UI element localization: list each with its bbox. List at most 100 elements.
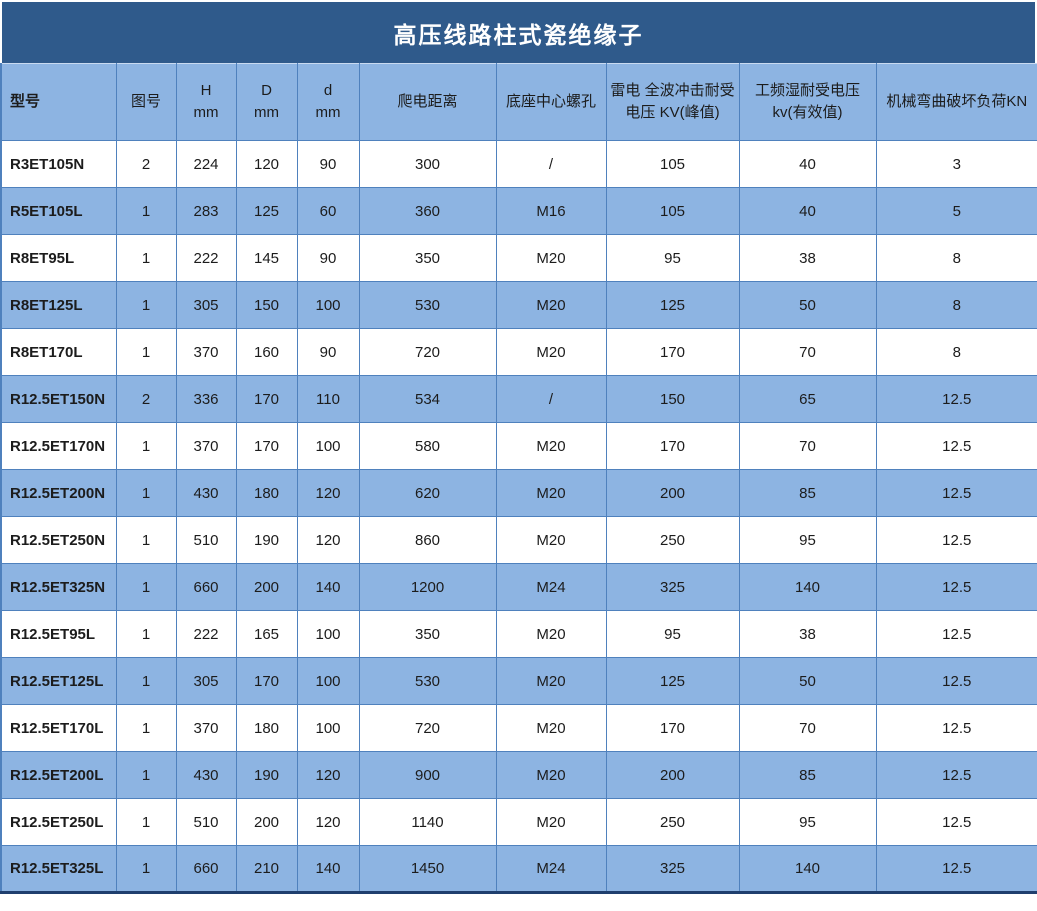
cell-d-upper: 210 [236,846,297,893]
cell-d-lower: 120 [297,517,359,564]
cell-h: 336 [176,376,236,423]
cell-d-upper: 200 [236,799,297,846]
cell-base-hole: M24 [496,846,606,893]
cell-power-freq: 65 [739,376,876,423]
column-header-label: mm [237,102,297,125]
cell-lightning: 105 [606,141,739,188]
cell-figure: 1 [116,235,176,282]
cell-h: 222 [176,235,236,282]
cell-lightning: 200 [606,752,739,799]
cell-d-upper: 180 [236,470,297,517]
cell-creepage: 620 [359,470,496,517]
cell-h: 222 [176,611,236,658]
cell-model: R3ET105N [1,141,116,188]
cell-d-lower: 60 [297,188,359,235]
column-header-label: 雷电 全波冲击耐受 [607,80,739,103]
cell-model: R12.5ET200N [1,470,116,517]
cell-h: 510 [176,517,236,564]
cell-mechanical: 12.5 [876,564,1037,611]
cell-figure: 1 [116,752,176,799]
cell-d-upper: 165 [236,611,297,658]
cell-power-freq: 70 [739,705,876,752]
cell-model: R12.5ET150N [1,376,116,423]
column-header-lightning: 雷电 全波冲击耐受电压 KV(峰值) [606,64,739,141]
cell-lightning: 200 [606,470,739,517]
cell-lightning: 250 [606,799,739,846]
cell-power-freq: 70 [739,423,876,470]
cell-lightning: 170 [606,705,739,752]
cell-h: 370 [176,423,236,470]
cell-figure: 1 [116,799,176,846]
cell-lightning: 125 [606,658,739,705]
cell-power-freq: 140 [739,846,876,893]
cell-creepage: 720 [359,705,496,752]
cell-base-hole: M20 [496,658,606,705]
cell-power-freq: 95 [739,799,876,846]
cell-h: 370 [176,329,236,376]
cell-base-hole: M20 [496,799,606,846]
cell-model: R12.5ET250L [1,799,116,846]
cell-figure: 1 [116,423,176,470]
cell-creepage: 1450 [359,846,496,893]
cell-creepage: 530 [359,282,496,329]
cell-mechanical: 12.5 [876,799,1037,846]
cell-h: 660 [176,846,236,893]
cell-base-hole: / [496,376,606,423]
cell-power-freq: 140 [739,564,876,611]
cell-d-upper: 180 [236,705,297,752]
cell-d-upper: 145 [236,235,297,282]
cell-d-lower: 90 [297,235,359,282]
cell-power-freq: 50 [739,282,876,329]
cell-d-upper: 170 [236,658,297,705]
cell-mechanical: 12.5 [876,752,1037,799]
cell-base-hole: M20 [496,705,606,752]
cell-power-freq: 40 [739,141,876,188]
cell-base-hole: M20 [496,282,606,329]
cell-model: R8ET125L [1,282,116,329]
column-header-label: 图号 [117,91,176,114]
cell-h: 224 [176,141,236,188]
cell-h: 305 [176,658,236,705]
cell-model: R8ET95L [1,235,116,282]
cell-lightning: 105 [606,188,739,235]
cell-base-hole: / [496,141,606,188]
cell-creepage: 534 [359,376,496,423]
cell-creepage: 580 [359,423,496,470]
cell-d-upper: 150 [236,282,297,329]
cell-base-hole: M20 [496,329,606,376]
cell-creepage: 860 [359,517,496,564]
cell-mechanical: 3 [876,141,1037,188]
cell-base-hole: M16 [496,188,606,235]
table-title: 高压线路柱式瓷绝缘子 [2,2,1035,63]
cell-d-upper: 160 [236,329,297,376]
cell-figure: 1 [116,846,176,893]
cell-base-hole: M20 [496,470,606,517]
column-header-label: 型号 [10,91,116,114]
column-header-label: 工频湿耐受电压 [740,80,876,103]
cell-mechanical: 12.5 [876,658,1037,705]
cell-h: 370 [176,705,236,752]
cell-d-upper: 200 [236,564,297,611]
cell-figure: 1 [116,705,176,752]
cell-d-upper: 125 [236,188,297,235]
column-header-model: 型号 [1,64,116,141]
cell-lightning: 125 [606,282,739,329]
cell-lightning: 95 [606,235,739,282]
cell-base-hole: M20 [496,611,606,658]
cell-creepage: 300 [359,141,496,188]
cell-figure: 1 [116,282,176,329]
column-header-label: mm [298,102,359,125]
